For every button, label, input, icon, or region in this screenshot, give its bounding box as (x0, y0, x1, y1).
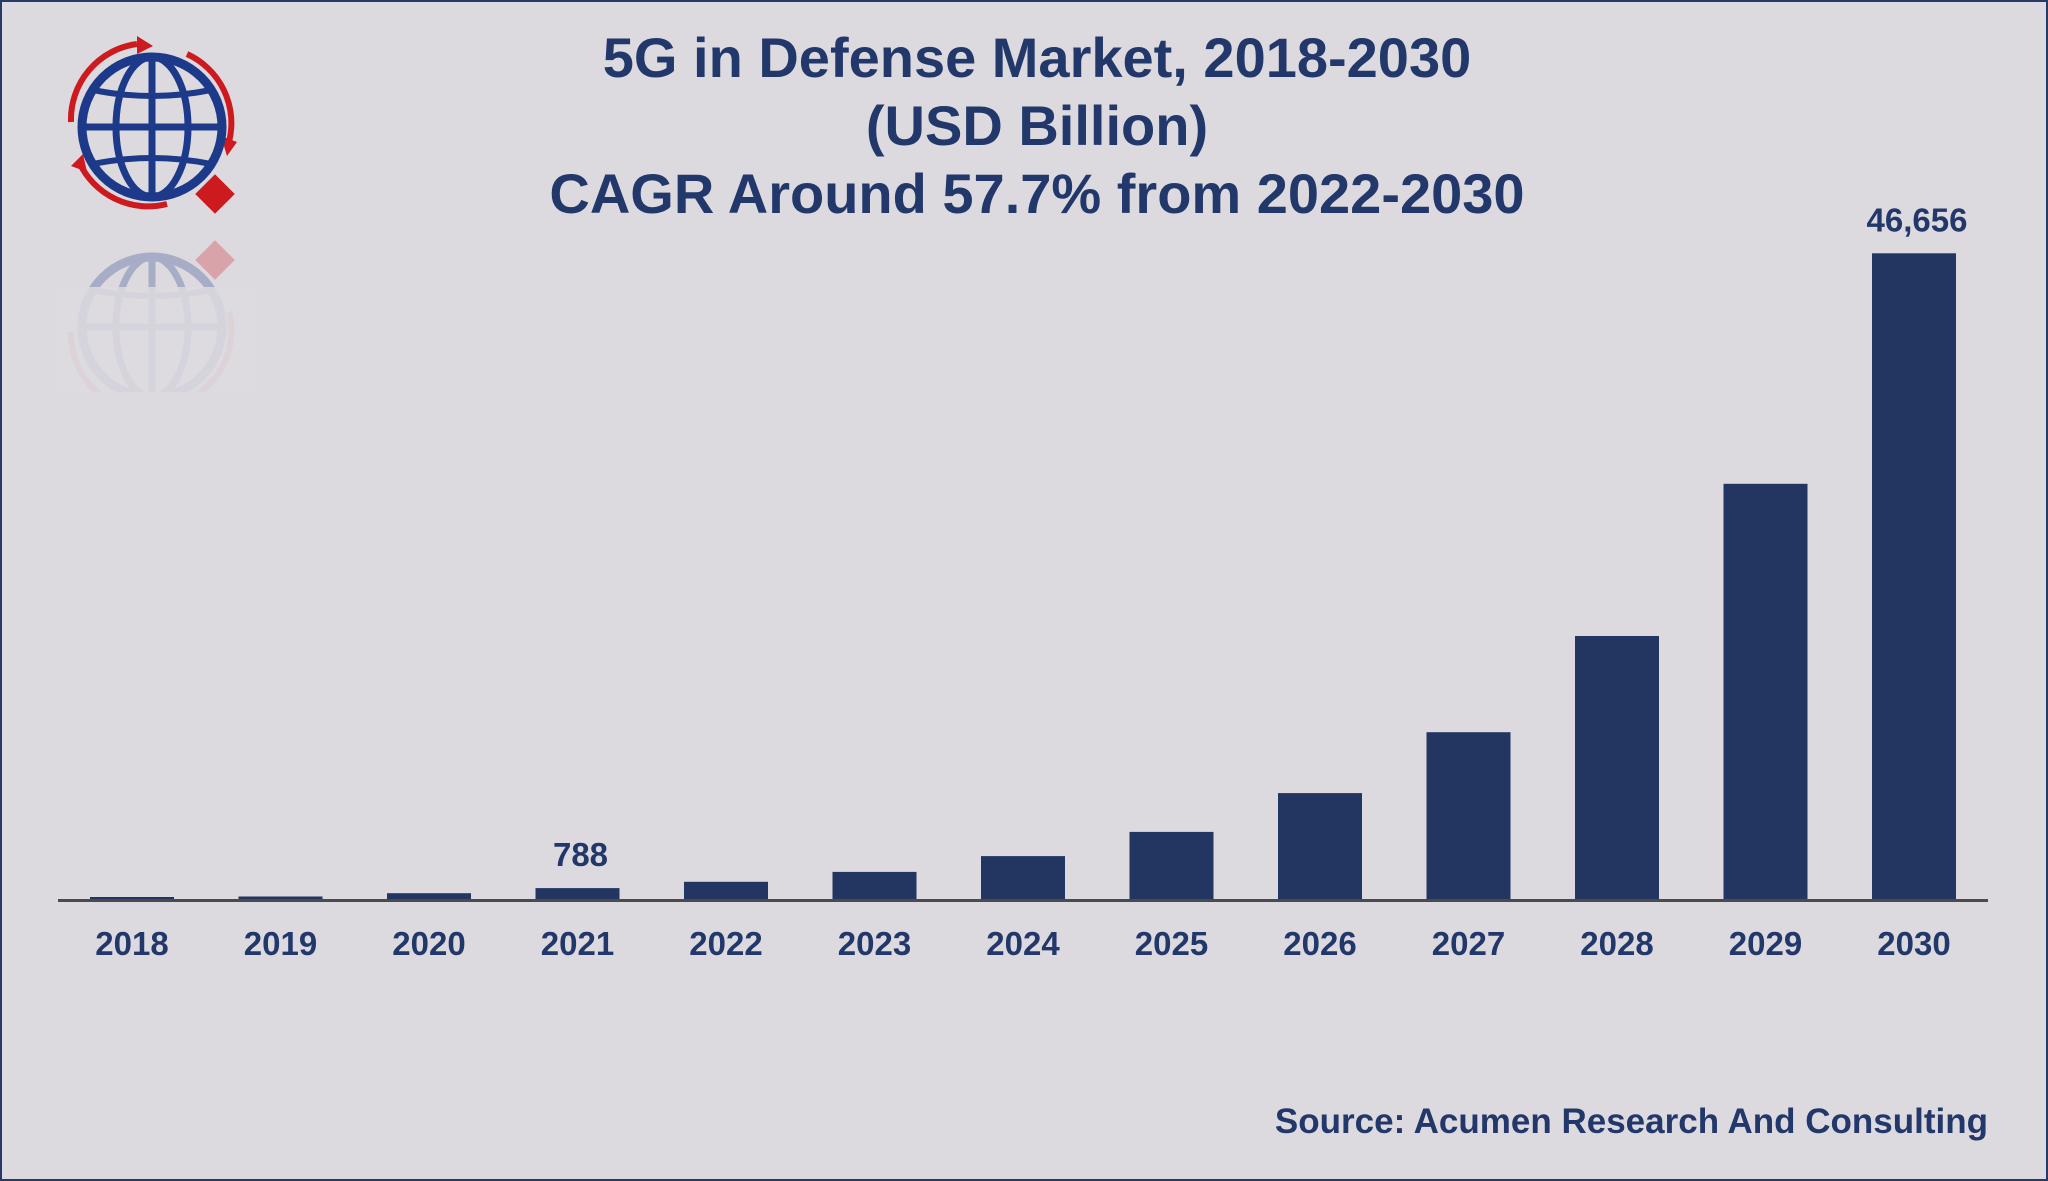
x-tick-label-2026: 2026 (1283, 925, 1356, 962)
bar-2024 (981, 856, 1065, 899)
globe-with-arrows-icon (57, 36, 257, 413)
x-tick-label-2020: 2020 (392, 925, 465, 962)
bar-2019 (238, 896, 323, 899)
chart-title-line-3: CAGR Around 57.7% from 2022-2030 (549, 162, 1525, 225)
source-note: Source: Acumen Research And Consulting (1274, 1102, 1988, 1141)
x-tick-label-2030: 2030 (1877, 925, 1950, 962)
bar-2025 (1129, 831, 1214, 899)
x-tick-label-2019: 2019 (244, 925, 317, 962)
bar-2027 (1426, 732, 1511, 899)
x-tick-label-2029: 2029 (1729, 925, 1802, 962)
company-logo (57, 32, 257, 413)
bar-2026 (1278, 793, 1362, 899)
bar-2029 (1723, 483, 1808, 899)
bar-2023 (832, 871, 917, 899)
x-tick-label-2021: 2021 (541, 925, 614, 962)
x-tick-label-2023: 2023 (838, 925, 911, 962)
x-tick-label-2028: 2028 (1580, 925, 1653, 962)
bar-2030 (1872, 253, 1956, 900)
x-tick-label-2025: 2025 (1135, 925, 1208, 962)
bar-2022 (684, 881, 768, 899)
x-tick-label-2027: 2027 (1432, 925, 1505, 962)
x-tick-label-2024: 2024 (986, 925, 1060, 962)
chart-title: 5G in Defense Market, 2018-2030 (USD Bil… (332, 24, 1742, 228)
chart-title-line-2: (USD Billion) (865, 94, 1209, 157)
x-tick-label-2022: 2022 (689, 925, 762, 962)
chart-title-line-1: 5G in Defense Market, 2018-2030 (602, 26, 1472, 89)
bar-2028 (1575, 636, 1659, 899)
x-tick-label-2018: 2018 (95, 925, 168, 962)
bar-2020 (387, 893, 471, 899)
data-label-2030: 46,656 (1867, 201, 1968, 238)
data-label-2021: 788 (553, 836, 608, 873)
bar-2018 (90, 897, 174, 899)
bar-2021 (535, 888, 620, 899)
